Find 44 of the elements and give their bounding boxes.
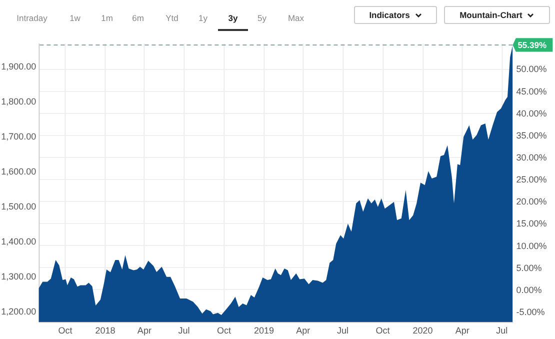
text: Mountain-Chart <box>460 10 522 20</box>
y2-tick-label: 5.00% <box>516 262 542 273</box>
y-tick-label: 1,900.00 <box>1 61 36 72</box>
x-tick-label: 2020 <box>412 326 433 336</box>
x-tick-label: Jul <box>336 326 348 336</box>
x-tick-label: Apr <box>137 326 152 336</box>
y-tick-label: 1,700.00 <box>1 131 36 142</box>
y2-tick-label: 0.00% <box>516 284 542 295</box>
y2-tick-label: -5.00% <box>516 307 545 318</box>
y2-tick-label: 25.00% <box>516 174 547 185</box>
x-tick-label: Apr <box>455 326 470 336</box>
y2-tick-label: 20.00% <box>516 196 547 207</box>
x-tick-label: Jul <box>178 326 190 336</box>
x-tick-label: 2019 <box>254 326 274 336</box>
text: Max <box>288 13 304 23</box>
text: Ytd <box>166 13 178 23</box>
text: 1y <box>198 13 208 23</box>
y2-tick-label: 50.00% <box>516 64 547 74</box>
y-tick-label: 1,400.00 <box>1 236 36 246</box>
y2-tick-label: 30.00% <box>516 152 547 163</box>
ref-line-label: 55.39% <box>518 40 547 50</box>
text: 5y <box>258 13 266 23</box>
text: Intraday <box>16 13 48 23</box>
text: 1m <box>101 13 113 23</box>
y2-tick-label: 10.00% <box>516 240 547 251</box>
y-tick-label: 1,200.00 <box>1 306 36 316</box>
x-tick-label: 2018 <box>95 326 116 336</box>
y2-tick-label: 40.00% <box>516 108 547 118</box>
x-tick-label: Oct <box>376 326 390 336</box>
y-tick-label: 1,300.00 <box>1 271 36 282</box>
y-tick-label: 1,600.00 <box>1 166 36 176</box>
y-tick-label: 1,800.00 <box>1 96 36 106</box>
x-tick-label: Oct <box>217 326 232 336</box>
y2-tick-label: 15.00% <box>516 218 547 229</box>
y2-tick-label: 45.00% <box>516 86 547 96</box>
y2-tick-label: 35.00% <box>516 130 547 140</box>
text: 3y <box>228 13 238 23</box>
text: 6m <box>132 13 144 23</box>
x-tick-label: Apr <box>296 326 310 336</box>
text: 1w <box>70 13 80 23</box>
x-tick-label: Oct <box>58 326 73 336</box>
x-tick-label: Jul <box>496 326 508 336</box>
y-tick-label: 1,500.00 <box>1 201 36 212</box>
text: Indicators <box>369 10 410 20</box>
